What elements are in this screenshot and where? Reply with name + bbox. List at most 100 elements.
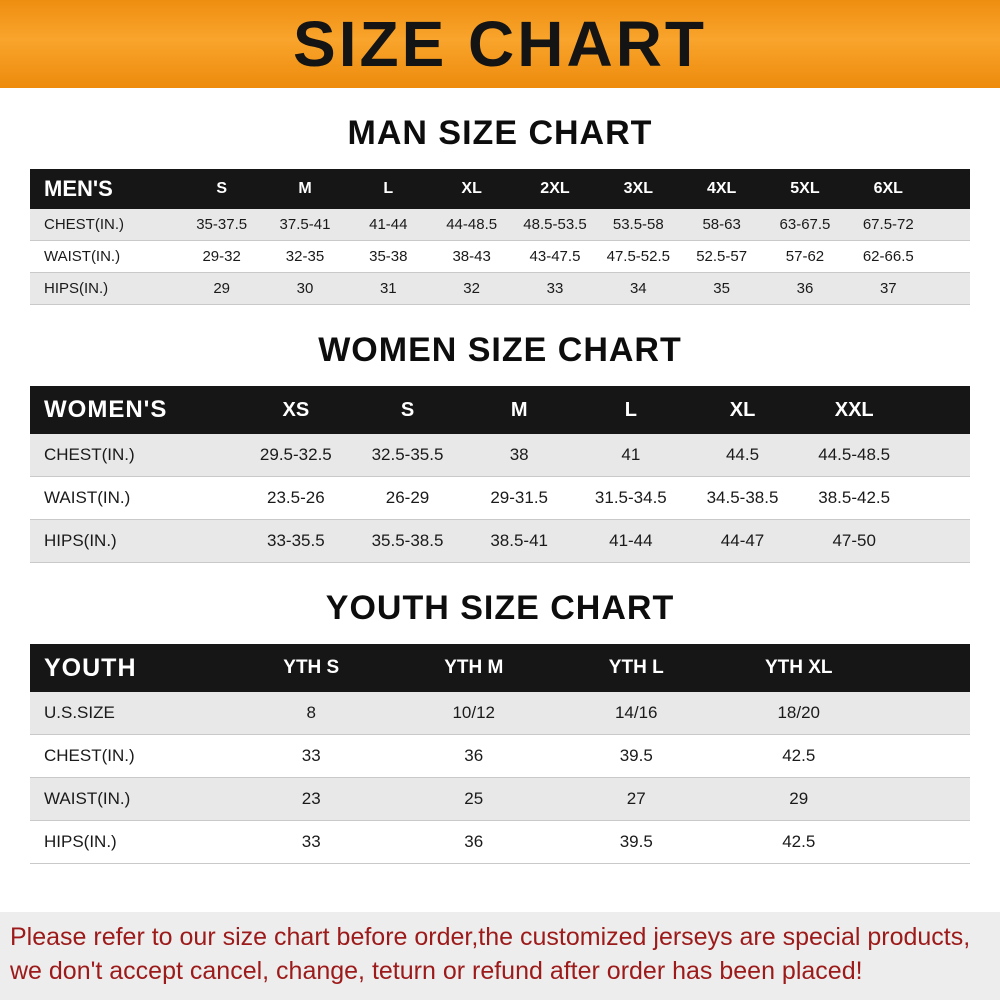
youth-header-label: YOUTH — [44, 653, 137, 682]
table-row: CHEST(IN.) 29.5-32.5 32.5-35.5 38 41 44.… — [30, 434, 970, 477]
youth-section-title: YOUTH SIZE CHART — [325, 589, 675, 627]
col-header: YTH L — [608, 657, 664, 678]
women-table-header: WOMEN'S XS S M L XL XXL — [30, 386, 970, 434]
cell: 38.5-42.5 — [818, 488, 891, 507]
footer-note: Please refer to our size chart before or… — [0, 912, 1000, 1000]
col-header: S — [216, 180, 227, 197]
cell: 23.5-26 — [267, 488, 325, 507]
col-header: XL — [729, 398, 756, 421]
cell: 34 — [629, 280, 647, 297]
cell: 42.5 — [782, 746, 816, 765]
col-header: M — [510, 398, 528, 421]
table-row: U.S.SIZE 8 10/12 14/16 18/20 — [30, 692, 970, 735]
cell: 44-48.5 — [446, 216, 498, 233]
cell: 38-43 — [452, 248, 491, 265]
col-header: S — [400, 398, 415, 421]
banner-title: SIZE CHART — [293, 8, 707, 80]
cell: 52.5-57 — [696, 248, 748, 265]
cell: 32 — [463, 280, 480, 297]
cell: 23 — [301, 789, 321, 808]
cell: 18/20 — [777, 703, 821, 722]
cell: 41-44 — [369, 216, 408, 233]
cell: 36 — [464, 746, 484, 765]
cell: 33 — [546, 280, 564, 297]
col-header: 5XL — [790, 180, 820, 197]
cell: 47.5-52.5 — [606, 248, 670, 265]
men-section-title: MAN SIZE CHART — [347, 114, 653, 152]
table-row: HIPS(IN.) 33 36 39.5 42.5 — [30, 821, 970, 864]
col-header: M — [298, 180, 312, 197]
cell: 29 — [213, 280, 230, 297]
row-label: CHEST(IN.) — [44, 445, 135, 464]
col-header: XXL — [834, 398, 874, 421]
table-row: WAIST(IN.) 23.5-26 26-29 29-31.5 31.5-34… — [30, 477, 970, 520]
women-section-title: WOMEN SIZE CHART — [318, 331, 682, 369]
cell: 32-35 — [285, 248, 325, 265]
table-row: HIPS(IN.) 33-35.5 35.5-38.5 38.5-41 41-4… — [30, 520, 970, 563]
cell: 63-67.5 — [779, 216, 831, 233]
cell: 44.5-48.5 — [818, 445, 891, 464]
cell: 43-47.5 — [529, 248, 581, 265]
cell: 41 — [621, 445, 641, 464]
row-label: CHEST(IN.) — [44, 216, 124, 233]
col-header: 3XL — [623, 180, 653, 197]
col-header: XL — [461, 180, 482, 197]
cell: 26-29 — [385, 488, 430, 507]
cell: 29.5-32.5 — [259, 445, 332, 464]
women-size-table: WOMEN'S XS S M L XL XXL CHEST(IN.) 29.5-… — [30, 386, 970, 563]
cell: 58-63 — [702, 216, 741, 233]
cell: 34.5-38.5 — [706, 488, 779, 507]
footer-line-1: Please refer to our size chart before or… — [10, 923, 971, 951]
row-label: WAIST(IN.) — [44, 248, 121, 265]
cell: 48.5-53.5 — [523, 216, 587, 233]
cell: 41-44 — [609, 531, 653, 550]
cell: 62-66.5 — [862, 248, 914, 265]
men-table-header: MEN'S S M L XL 2XL 3XL 4XL 5XL 6XL — [30, 169, 970, 209]
row-label: HIPS(IN.) — [44, 531, 117, 550]
row-label: HIPS(IN.) — [44, 832, 117, 851]
cell: 8 — [306, 703, 316, 722]
cell: 31.5-34.5 — [594, 488, 667, 507]
row-label: U.S.SIZE — [44, 703, 115, 722]
women-header-label: WOMEN'S — [44, 396, 168, 423]
cell: 44.5 — [725, 445, 760, 464]
cell: 32.5-35.5 — [371, 445, 444, 464]
cell: 35-38 — [369, 248, 408, 265]
cell: 31 — [379, 280, 397, 297]
cell: 67.5-72 — [862, 216, 914, 233]
cell: 37.5-41 — [279, 216, 331, 233]
table-row: WAIST(IN.) 23 25 27 29 — [30, 778, 970, 821]
cell: 39.5 — [619, 746, 653, 765]
col-header: L — [624, 398, 637, 421]
cell: 37 — [879, 280, 897, 297]
cell: 38 — [509, 445, 529, 464]
table-row: WAIST(IN.) 29-32 32-35 35-38 38-43 43-47… — [30, 241, 970, 273]
cell: 30 — [296, 280, 314, 297]
col-header: L — [383, 180, 394, 197]
cell: 14/16 — [614, 703, 658, 722]
col-header: YTH S — [283, 657, 340, 678]
table-row: HIPS(IN.) 29 30 31 32 33 34 35 36 37 — [30, 273, 970, 305]
youth-size-table: YOUTH YTH S YTH M YTH L YTH XL U.S.SIZE … — [30, 644, 970, 864]
col-header: YTH M — [444, 657, 504, 678]
cell: 57-62 — [785, 248, 825, 265]
col-header: YTH XL — [764, 657, 833, 678]
row-label: HIPS(IN.) — [44, 280, 109, 297]
cell: 29-31.5 — [490, 488, 549, 507]
col-header: 4XL — [706, 180, 737, 197]
cell: 10/12 — [452, 703, 496, 722]
youth-table-header: YOUTH YTH S YTH M YTH L YTH XL — [30, 644, 970, 692]
col-header: 2XL — [540, 180, 570, 197]
cell: 33 — [301, 832, 321, 851]
table-row: CHEST(IN.) 33 36 39.5 42.5 — [30, 735, 970, 778]
row-label: WAIST(IN.) — [44, 789, 131, 808]
cell: 36 — [464, 832, 484, 851]
footer-line-2: we don't accept cancel, change, teturn o… — [10, 957, 863, 985]
cell: 35-37.5 — [196, 216, 248, 233]
row-label: WAIST(IN.) — [44, 488, 131, 507]
cell: 44-47 — [720, 531, 765, 550]
men-header-label: MEN'S — [44, 176, 113, 201]
cell: 36 — [796, 280, 814, 297]
cell: 39.5 — [619, 832, 653, 851]
men-size-table: MEN'S S M L XL 2XL 3XL 4XL 5XL 6XL CHEST… — [30, 169, 970, 305]
